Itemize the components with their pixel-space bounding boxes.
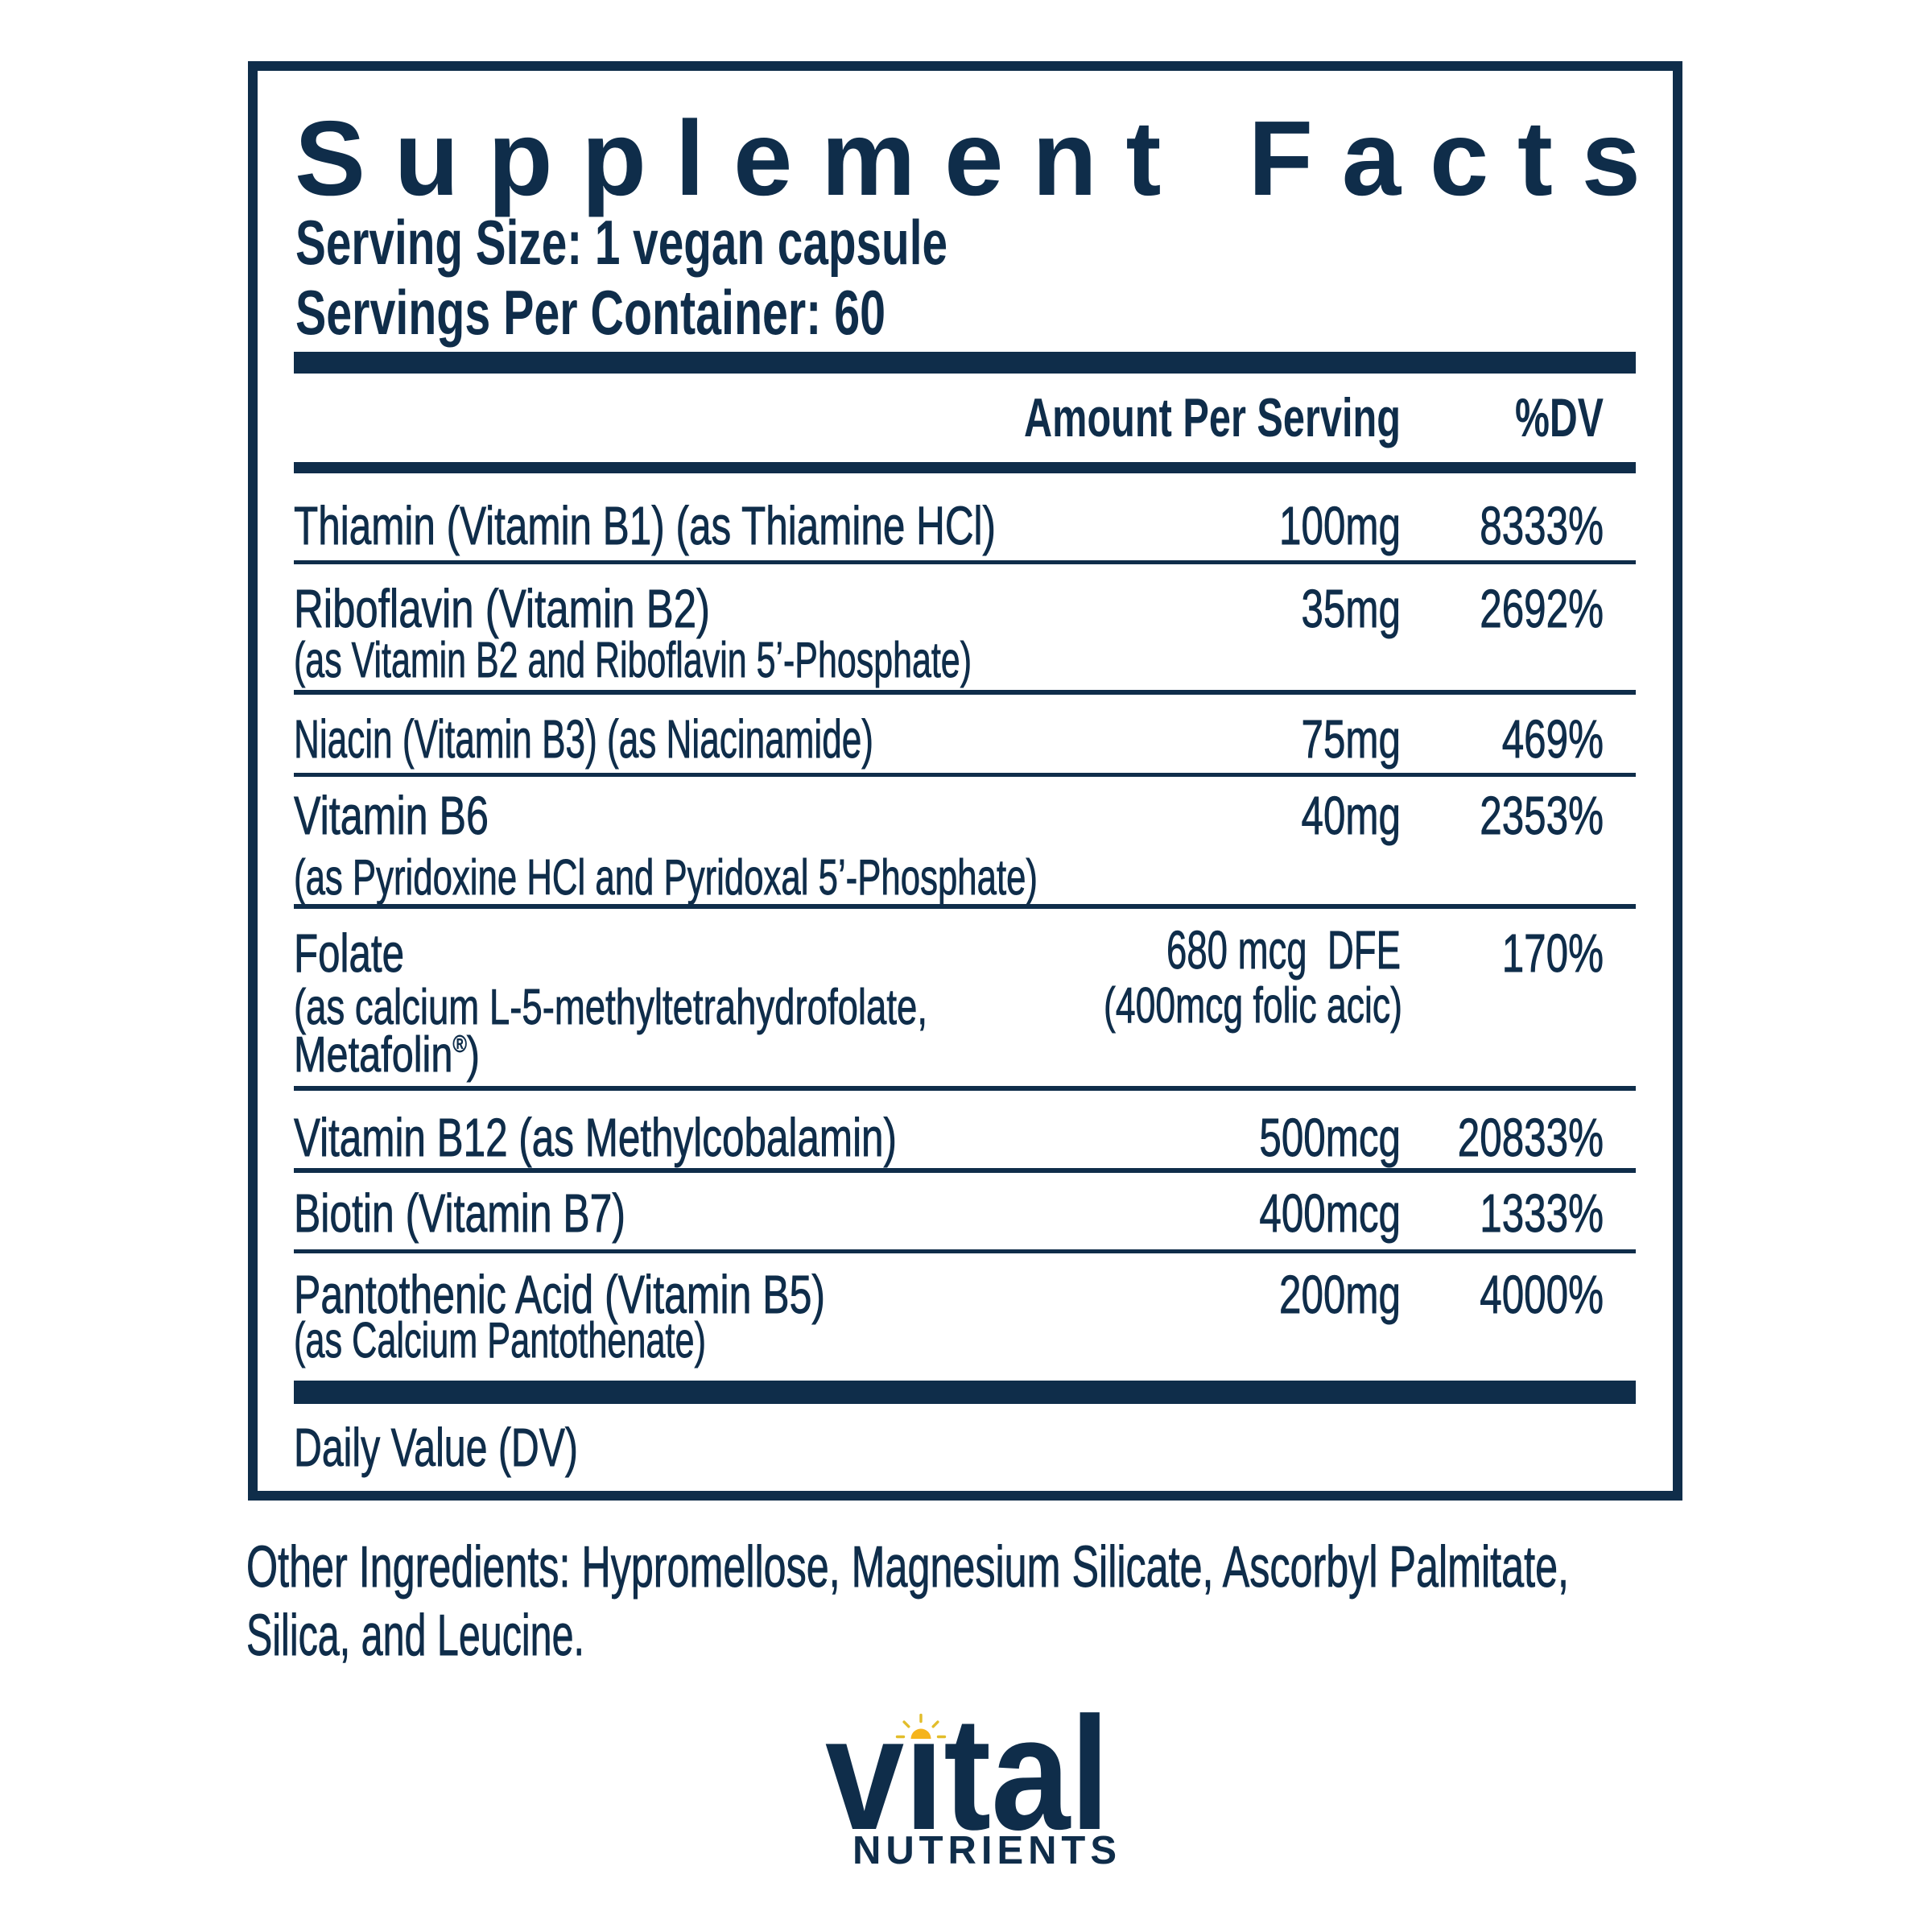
svg-text:2353%: 2353%: [1480, 786, 1604, 846]
svg-text:75mg: 75mg: [1301, 710, 1401, 770]
svg-text:Servings Per Container: 60: Servings Per Container: 60: [295, 277, 886, 348]
svg-text:100mg: 100mg: [1279, 497, 1401, 556]
svg-text:Niacin (Vitamin B3) (as Niacin: Niacin (Vitamin B3) (as Niacinamide): [294, 709, 873, 770]
svg-text:Thiamin (Vitamin B1) (as Thiam: Thiamin (Vitamin B1) (as Thiamine HCl): [294, 496, 996, 556]
svg-text:Other Ingredients: Hypromellos: Other Ingredients: Hypromellose, Magnesi…: [246, 1535, 1569, 1600]
svg-text:4000%: 4000%: [1480, 1265, 1604, 1325]
svg-text:vıtal: vıtal: [825, 1683, 1109, 1864]
svg-text:8333%: 8333%: [1480, 497, 1604, 556]
svg-text:%DV: %DV: [1515, 387, 1604, 448]
svg-text:(as Calcium Pantothenate): (as Calcium Pantothenate): [294, 1313, 706, 1368]
svg-text:Folate: Folate: [294, 923, 404, 984]
svg-text:Serving Size: 1 vegan capsule: Serving Size: 1 vegan capsule: [295, 207, 947, 278]
svg-text:500mcg: 500mcg: [1259, 1108, 1401, 1168]
svg-text:35mg: 35mg: [1301, 580, 1401, 639]
svg-text:Amount Per Serving: Amount Per Serving: [1024, 387, 1401, 448]
svg-text:400mcg: 400mcg: [1259, 1184, 1401, 1244]
svg-text:NUTRIENTS: NUTRIENTS: [852, 1829, 1117, 1872]
svg-text:Daily Value (DV): Daily Value (DV): [294, 1418, 578, 1478]
svg-text:40mg: 40mg: [1301, 786, 1401, 846]
svg-text:20833%: 20833%: [1458, 1108, 1604, 1168]
svg-text:Vitamin B6: Vitamin B6: [294, 786, 489, 846]
svg-text:170%: 170%: [1502, 924, 1604, 984]
svg-text:469%: 469%: [1502, 710, 1604, 770]
svg-text:1333%: 1333%: [1480, 1184, 1604, 1244]
svg-text:Biotin (Vitamin B7): Biotin (Vitamin B7): [294, 1183, 625, 1244]
svg-text:680 mcg DFE: 680 mcg DFE: [1166, 920, 1401, 980]
svg-text:(as Pyridoxine HCl and Pyridox: (as Pyridoxine HCl and Pyridoxal 5’-Phos…: [294, 850, 1038, 906]
svg-text:Pantothenic Acid (Vitamin B5): Pantothenic Acid (Vitamin B5): [294, 1265, 825, 1325]
svg-text:(as calcium L-5-methyltetrahyd: (as calcium L-5-methyltetrahydrofolate,: [294, 980, 927, 1035]
svg-text:Metafolin®): Metafolin®): [294, 1027, 480, 1083]
svg-text:Silica, and Leucine.: Silica, and Leucine.: [246, 1604, 584, 1668]
svg-text:2692%: 2692%: [1480, 580, 1604, 639]
svg-text:Supplement Facts: Supplement Facts: [295, 99, 1641, 217]
svg-text:Riboflavin (Vitamin B2): Riboflavin (Vitamin B2): [294, 579, 710, 639]
svg-text:(as Vitamin B2 and Riboflavin: (as Vitamin B2 and Riboflavin 5’-Phospha…: [294, 633, 972, 688]
svg-text:200mg: 200mg: [1279, 1265, 1401, 1325]
svg-text:(400mcg folic acic): (400mcg folic acic): [1104, 978, 1402, 1034]
svg-text:Vitamin B12 (as Methylcobalami: Vitamin B12 (as Methylcobalamin): [294, 1108, 897, 1168]
